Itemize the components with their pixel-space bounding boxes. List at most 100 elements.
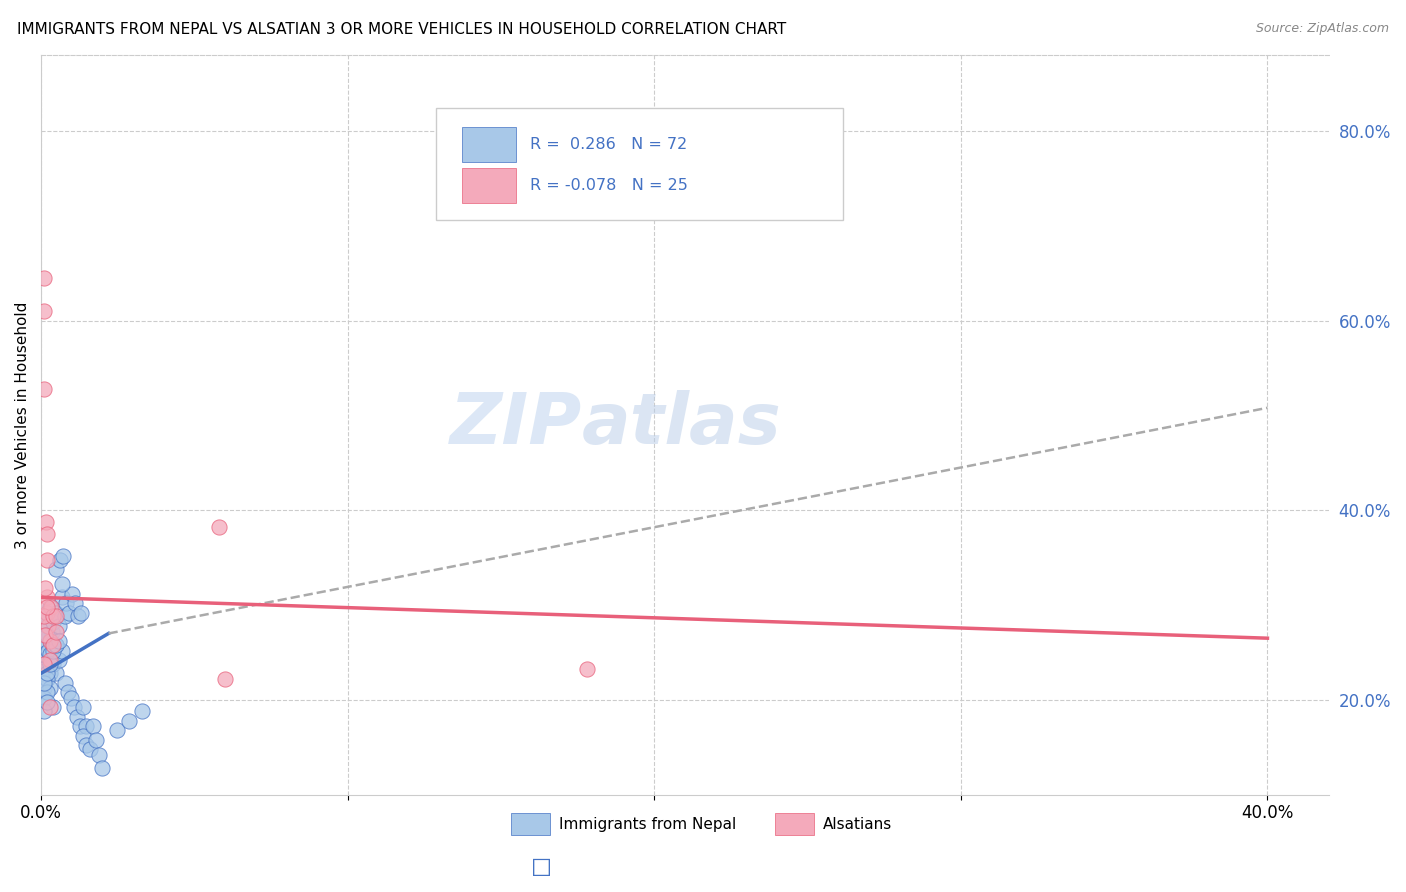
Point (32, 650, 55, 665)
Text: Immigrants from Nepal: Immigrants from Nepal (558, 817, 735, 831)
Point (32, 640, 55, 655)
Point (208, 520, 231, 534)
Point (35, 527, 58, 541)
Point (34, 581, 56, 595)
FancyBboxPatch shape (463, 127, 516, 162)
Point (35, 666, 58, 681)
Point (39, 700, 62, 714)
Point (48, 653, 70, 667)
Point (76, 739, 98, 753)
Point (37, 643, 59, 657)
Point (39, 666, 62, 681)
Point (41, 624, 63, 639)
Point (87, 747, 110, 762)
Point (69, 719, 91, 733)
Point (72, 700, 94, 714)
Point (45, 606, 67, 620)
Point (32, 609, 55, 624)
Point (37, 606, 59, 620)
FancyBboxPatch shape (436, 109, 844, 220)
Point (42, 657, 65, 671)
Point (56, 685, 79, 699)
Text: IMMIGRANTS FROM NEPAL VS ALSATIAN 3 OR MORE VEHICLES IN HOUSEHOLD CORRELATION CH: IMMIGRANTS FROM NEPAL VS ALSATIAN 3 OR M… (17, 22, 786, 37)
Point (60, 690, 83, 705)
Point (38, 657, 60, 671)
Point (32, 634, 55, 648)
Point (39, 599, 62, 614)
Point (38, 633, 60, 648)
Point (38, 648, 60, 662)
Point (131, 704, 153, 718)
Point (35, 685, 58, 699)
Point (32, 681, 55, 696)
Point (66, 609, 89, 624)
Point (35, 655, 58, 669)
Point (32, 271, 55, 285)
Point (35, 695, 58, 709)
Point (51, 591, 73, 605)
Point (51, 577, 73, 591)
Point (51, 643, 73, 657)
Point (32, 704, 55, 718)
Point (42, 638, 65, 652)
Point (45, 624, 67, 639)
Point (37, 599, 59, 614)
Point (32, 690, 55, 705)
Point (35, 619, 58, 633)
Point (38, 634, 60, 648)
Point (45, 638, 67, 652)
Point (39, 653, 62, 667)
Point (55, 596, 77, 610)
Point (45, 666, 67, 681)
Y-axis label: 3 or more Vehicles in Household: 3 or more Vehicles in Household (15, 301, 30, 549)
Point (32, 648, 55, 662)
Point (35, 591, 58, 605)
Point (70, 606, 93, 620)
Point (42, 609, 65, 624)
Point (42, 615, 65, 629)
Point (66, 710, 89, 724)
Point (84, 732, 107, 747)
Point (45, 562, 67, 576)
Point (79, 742, 101, 756)
Point (63, 700, 86, 714)
Text: □: □ (531, 857, 551, 877)
Point (60, 587, 83, 601)
Point (32, 615, 55, 629)
Point (76, 719, 98, 733)
Point (37, 628, 59, 642)
Point (32, 304, 55, 318)
Text: R = -0.078   N = 25: R = -0.078 N = 25 (530, 178, 689, 193)
Point (42, 643, 65, 657)
Text: atlas: atlas (582, 391, 782, 459)
Point (32, 657, 55, 671)
Point (48, 634, 70, 648)
FancyBboxPatch shape (512, 814, 550, 835)
Point (48, 619, 70, 633)
Point (39, 599, 62, 614)
Point (105, 723, 128, 738)
Point (53, 609, 76, 624)
Point (214, 672, 236, 686)
Text: Alsatians: Alsatians (823, 817, 891, 831)
Text: □: □ (531, 857, 551, 877)
Point (37, 552, 59, 566)
Point (42, 700, 65, 714)
Point (37, 619, 59, 633)
Point (42, 609, 65, 624)
Point (52, 549, 75, 563)
Point (72, 729, 94, 743)
Point (35, 515, 58, 529)
Point (32, 663, 55, 677)
FancyBboxPatch shape (775, 814, 814, 835)
Point (82, 719, 104, 733)
Point (38, 681, 60, 696)
Text: Source: ZipAtlas.com: Source: ZipAtlas.com (1256, 22, 1389, 36)
Point (118, 714, 141, 728)
Point (58, 606, 80, 620)
Point (575, 663, 598, 677)
Point (34, 628, 56, 642)
FancyBboxPatch shape (463, 168, 516, 203)
Point (35, 672, 58, 686)
Point (45, 638, 67, 652)
